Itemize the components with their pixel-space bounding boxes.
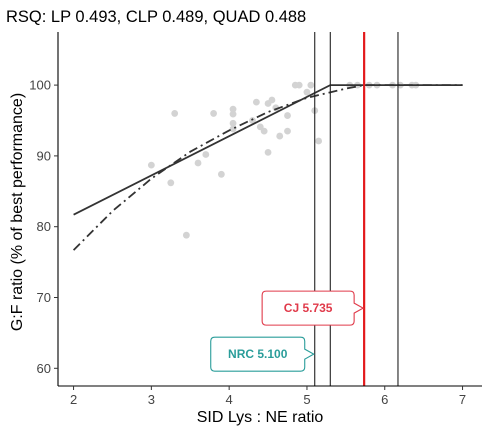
data-point-21 [276, 132, 284, 140]
data-point-25 [295, 81, 303, 89]
data-point-27 [307, 81, 315, 89]
data-point-22 [284, 112, 291, 119]
x-axis-label: SID Lys : NE ratio [197, 409, 324, 426]
y-tick-label: 70 [37, 290, 51, 305]
annotation-label: NRC 5.100 [228, 347, 288, 361]
x-tick-label: 6 [381, 392, 388, 407]
y-axis: 60 70 80 90 100 [29, 32, 59, 386]
x-tick-label: 7 [459, 392, 466, 407]
annotation-box [261, 290, 365, 326]
data-point-13 [249, 117, 256, 124]
y-tick-label: 90 [37, 148, 51, 163]
data-point-2 [167, 179, 175, 187]
data-point-3 [171, 110, 179, 117]
series-line-dashdot [72, 84, 463, 251]
y-tick-label: 60 [37, 361, 51, 376]
data-point-23 [284, 127, 291, 135]
x-tick-label: 5 [303, 392, 310, 407]
data-point-16 [260, 127, 268, 135]
data-point-19 [268, 96, 276, 104]
data-point-4 [182, 231, 190, 239]
data-point-17 [264, 148, 272, 156]
data-point-6 [202, 151, 210, 158]
plot-area: CJ 5.735 NRC 5.100 [72, 32, 463, 386]
y-tick-label: 80 [37, 219, 51, 234]
y-tick-label: 100 [29, 78, 51, 93]
data-point-7 [210, 110, 217, 117]
data-point-5 [194, 159, 202, 167]
data-point-1 [147, 161, 155, 169]
x-tick-label: 2 [70, 392, 77, 407]
data-point-14 [252, 98, 260, 106]
annotation-box [210, 336, 315, 372]
annotation-1: CJ 5.735 [261, 290, 365, 326]
data-point-10 [229, 110, 237, 118]
data-point-9 [229, 105, 237, 113]
data-point-8 [217, 170, 225, 178]
chart-title: RSQ: LP 0.493, CLP 0.489, QUAD 0.488 [6, 8, 306, 26]
data-point-29 [315, 137, 323, 145]
data-point-26 [303, 88, 311, 96]
annotation-2: NRC 5.100 [210, 336, 315, 372]
x-axis: 2 3 4 5 6 7 [58, 385, 482, 407]
annotation-label: CJ 5.735 [284, 301, 333, 315]
y-axis-label: G:F ratio (% of best performance) [9, 93, 26, 331]
x-tick-label: 4 [226, 392, 233, 407]
x-tick-label: 3 [148, 392, 155, 407]
data-point-11 [229, 119, 237, 127]
